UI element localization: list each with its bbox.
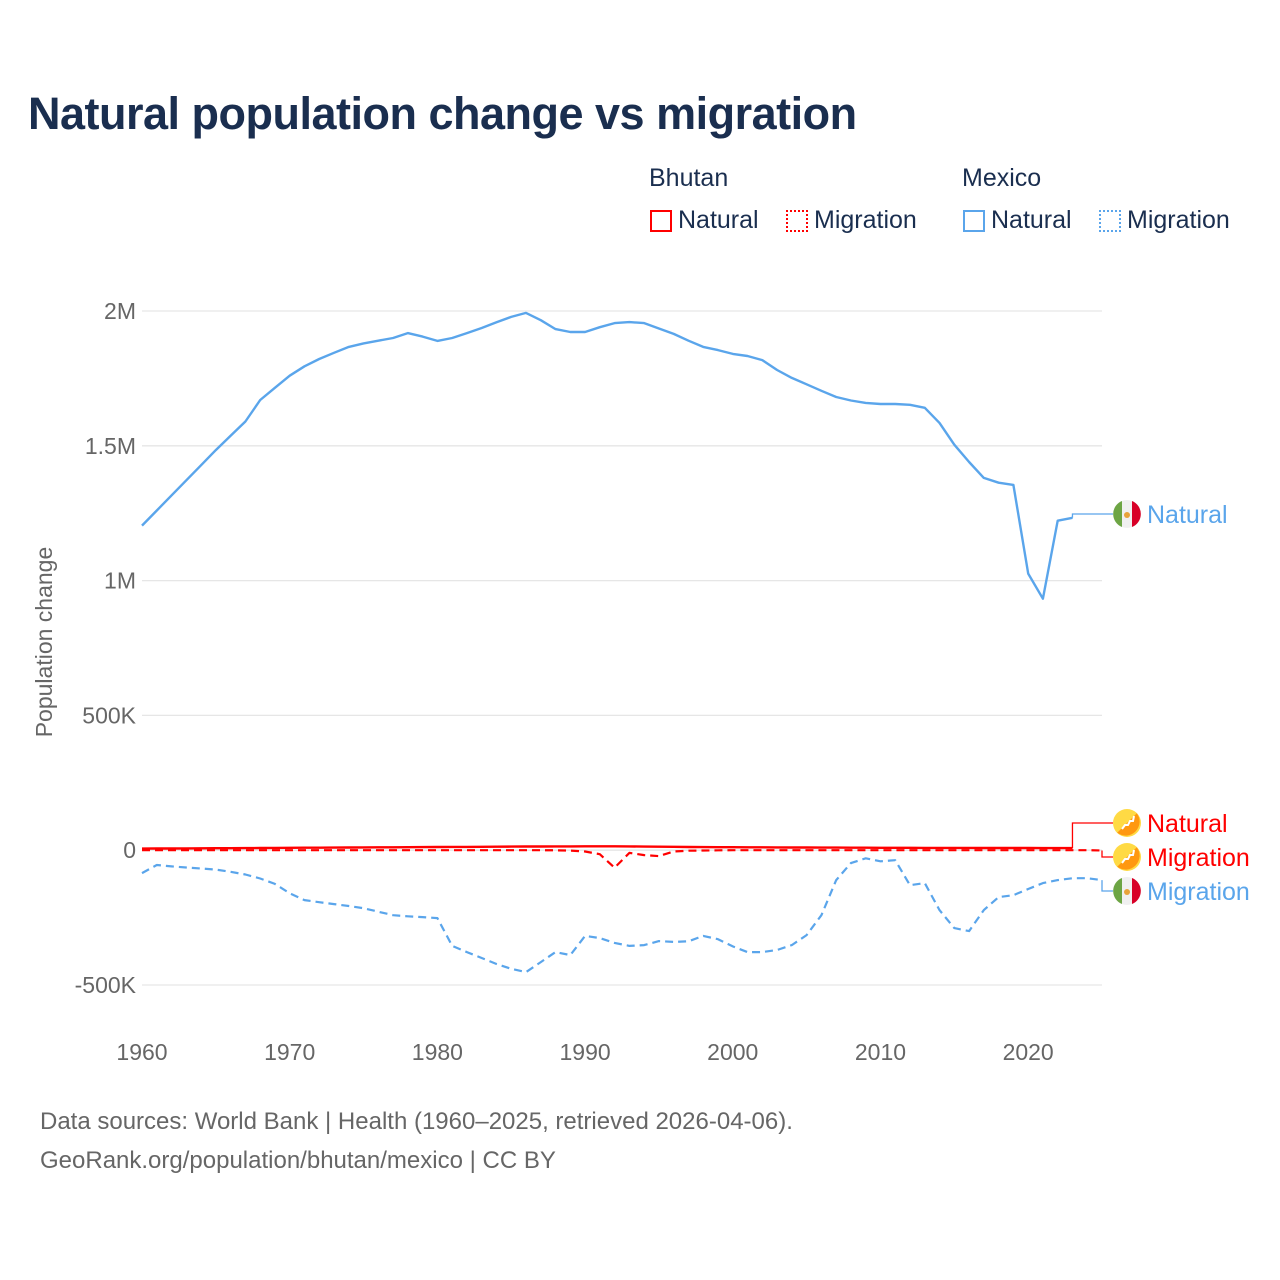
bhutan-flag-icon <box>1113 809 1141 837</box>
legend-swatch-dotted <box>786 209 808 232</box>
bhutan-flag-icon <box>1113 843 1141 871</box>
y-tick-label: -500K <box>75 972 137 998</box>
label-leader-line <box>1101 880 1113 892</box>
legend-mexico-natural[interactable]: Natural <box>963 206 1072 235</box>
y-tick-label: 0 <box>123 837 136 863</box>
y-tick-label: 1.5M <box>85 433 136 459</box>
label-leader-line <box>1071 513 1113 518</box>
y-tick-label: 1M <box>104 568 136 594</box>
series-end-label: Natural <box>1147 501 1228 529</box>
label-leader-line <box>1071 822 1113 849</box>
y-axis-label: Population change <box>31 547 57 738</box>
legend-group-bhutan: Bhutan <box>649 164 729 192</box>
x-tick-label: 1970 <box>264 1039 315 1065</box>
series-end-label: Migration <box>1147 844 1250 872</box>
x-tick-label: 2020 <box>1003 1039 1054 1065</box>
footer-sources: Data sources: World Bank | Health (1960–… <box>40 1108 793 1135</box>
x-tick-label: 1960 <box>116 1039 167 1065</box>
legend-swatch-solid <box>963 209 985 232</box>
x-tick-label: 2000 <box>707 1039 758 1065</box>
legend-label: Natural <box>991 206 1072 234</box>
x-tick-label: 2010 <box>855 1039 906 1065</box>
legend-swatch-dotted <box>1099 209 1121 232</box>
legend-mexico-migration[interactable]: Migration <box>1099 206 1230 235</box>
legend-bhutan-migration[interactable]: Migration <box>786 206 917 235</box>
legend-label: Migration <box>1127 206 1230 234</box>
chart-title: Natural population change vs migration <box>28 88 857 139</box>
series-line-mexico-migration <box>141 857 1103 974</box>
y-tick-label: 2M <box>104 298 136 324</box>
mexico-flag-icon <box>1113 500 1141 528</box>
legend-label: Natural <box>678 206 759 234</box>
y-tick-label: 500K <box>82 702 136 728</box>
mexico-flag-icon <box>1113 877 1141 905</box>
x-tick-label: 1990 <box>559 1039 610 1065</box>
legend-group-mexico: Mexico <box>962 164 1042 192</box>
legend-label: Migration <box>814 206 917 234</box>
series-end-label: Natural <box>1147 810 1228 838</box>
x-tick-label: 1980 <box>412 1039 463 1065</box>
series-line-bhutan-migration <box>142 849 1103 869</box>
series-line-mexico-natural <box>141 311 1073 600</box>
footer-link[interactable]: GeoRank.org/population/bhutan/mexico | C… <box>40 1147 556 1174</box>
series-line-bhutan-natural <box>141 845 1073 850</box>
series-end-label: Migration <box>1147 878 1250 906</box>
legend-swatch-solid <box>650 209 672 232</box>
legend-bhutan-natural[interactable]: Natural <box>650 206 759 235</box>
label-leader-line <box>1101 850 1113 858</box>
